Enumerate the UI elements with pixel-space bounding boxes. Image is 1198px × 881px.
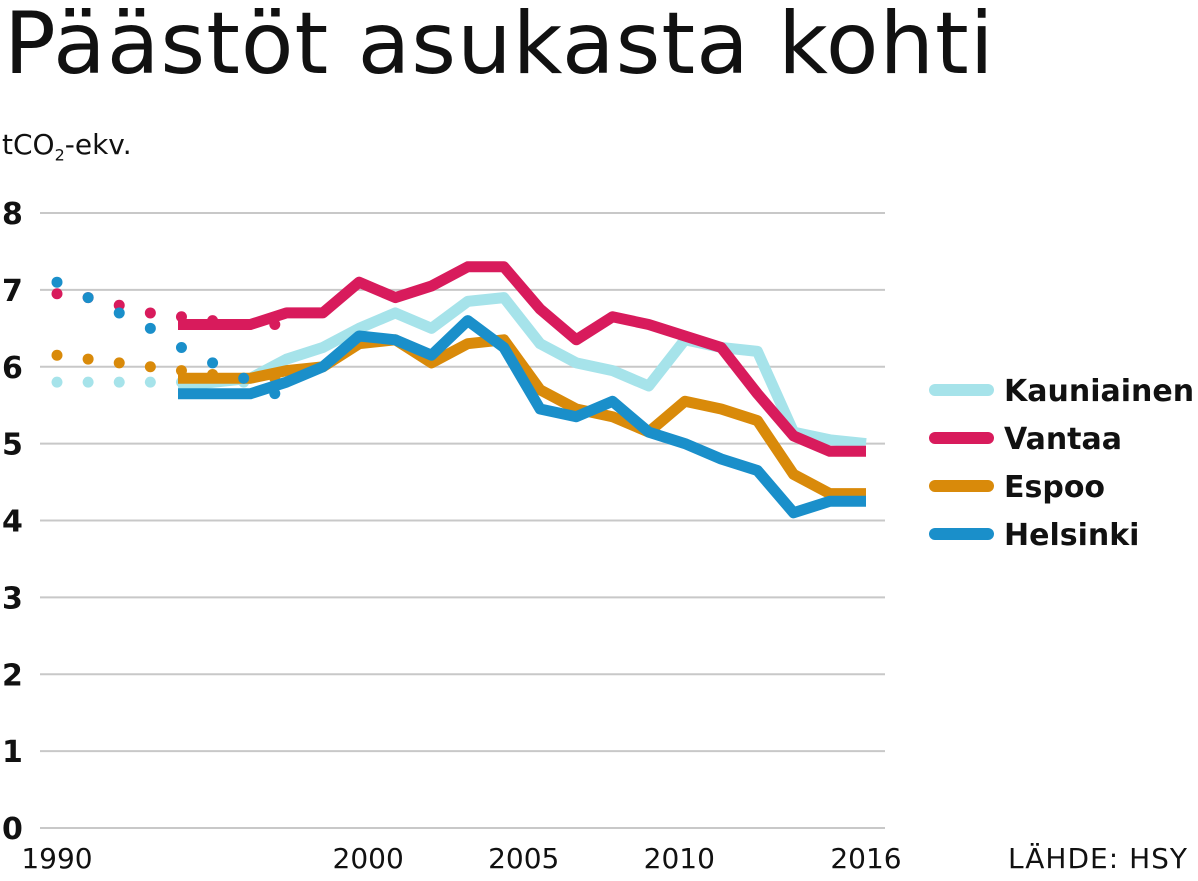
line-kauniainen [177,292,867,450]
point-helsinki-1996 [238,372,250,384]
x-tick-label-2010: 2010 [644,842,715,875]
series-vantaa [51,261,866,457]
point-kauniainen-1993 [144,376,156,388]
y-tick-label-8: 8 [2,197,23,232]
point-vantaa-1990 [51,288,63,300]
unit-subscript: 2 [54,145,65,165]
point-helsinki-1993 [144,322,156,334]
y-axis-ticks: 0 1 2 3 4 5 6 7 8 [2,197,23,847]
y-tick-label-2: 2 [2,658,23,693]
point-vantaa-1992 [113,299,125,311]
legend: Kauniainen Vantaa Espoo Helsinki [929,374,1194,553]
point-vantaa-1993 [144,307,156,319]
point-kauniainen-1991 [82,376,94,388]
legend-label-helsinki: Helsinki [1004,518,1139,553]
y-axis-unit-label: tCO2-ekv. [2,128,132,165]
point-helsinki-1990 [51,276,63,288]
line-vantaa [178,261,866,457]
x-axis-ticks: 1990 2000 2005 2010 2016 [21,842,901,875]
legend-label-espoo: Espoo [1004,470,1105,505]
y-tick-label-3: 3 [2,581,23,616]
legend-label-kauniainen: Kauniainen [1004,374,1194,409]
point-helsinki-1995 [207,357,219,369]
point-espoo-1991 [82,353,94,365]
y-tick-label-4: 4 [2,505,23,540]
x-tick-label-1990: 1990 [21,842,92,875]
source-note: LÄHDE: HSY [1008,842,1188,875]
x-tick-label-2000: 2000 [333,842,404,875]
y-tick-label-0: 0 [2,812,23,847]
point-kauniainen-1990 [51,376,63,388]
series-espoo [51,334,866,500]
x-tick-label-2005: 2005 [488,842,559,875]
point-espoo-1993 [144,361,156,373]
point-espoo-1992 [113,357,125,369]
x-tick-label-2016: 2016 [830,842,901,875]
point-kauniainen-1992 [113,376,125,388]
gridlines [40,212,885,829]
point-helsinki-1992 [113,307,125,319]
legend-label-vantaa: Vantaa [1004,422,1122,457]
y-tick-label-6: 6 [2,351,23,386]
line-helsinki [178,315,866,519]
series-lines [51,261,867,519]
y-tick-label-7: 7 [2,274,23,309]
unit-suffix: -ekv. [64,128,132,161]
series-helsinki [51,276,866,519]
point-espoo-1990 [51,349,63,361]
y-tick-label-5: 5 [2,428,23,463]
line-espoo [178,334,866,500]
point-helsinki-1991 [82,292,94,304]
point-helsinki-1994 [175,342,187,354]
unit-label: tCO [2,128,55,161]
y-tick-label-1: 1 [2,735,23,770]
chart-title: Päästöt asukasta kohti [4,0,995,94]
